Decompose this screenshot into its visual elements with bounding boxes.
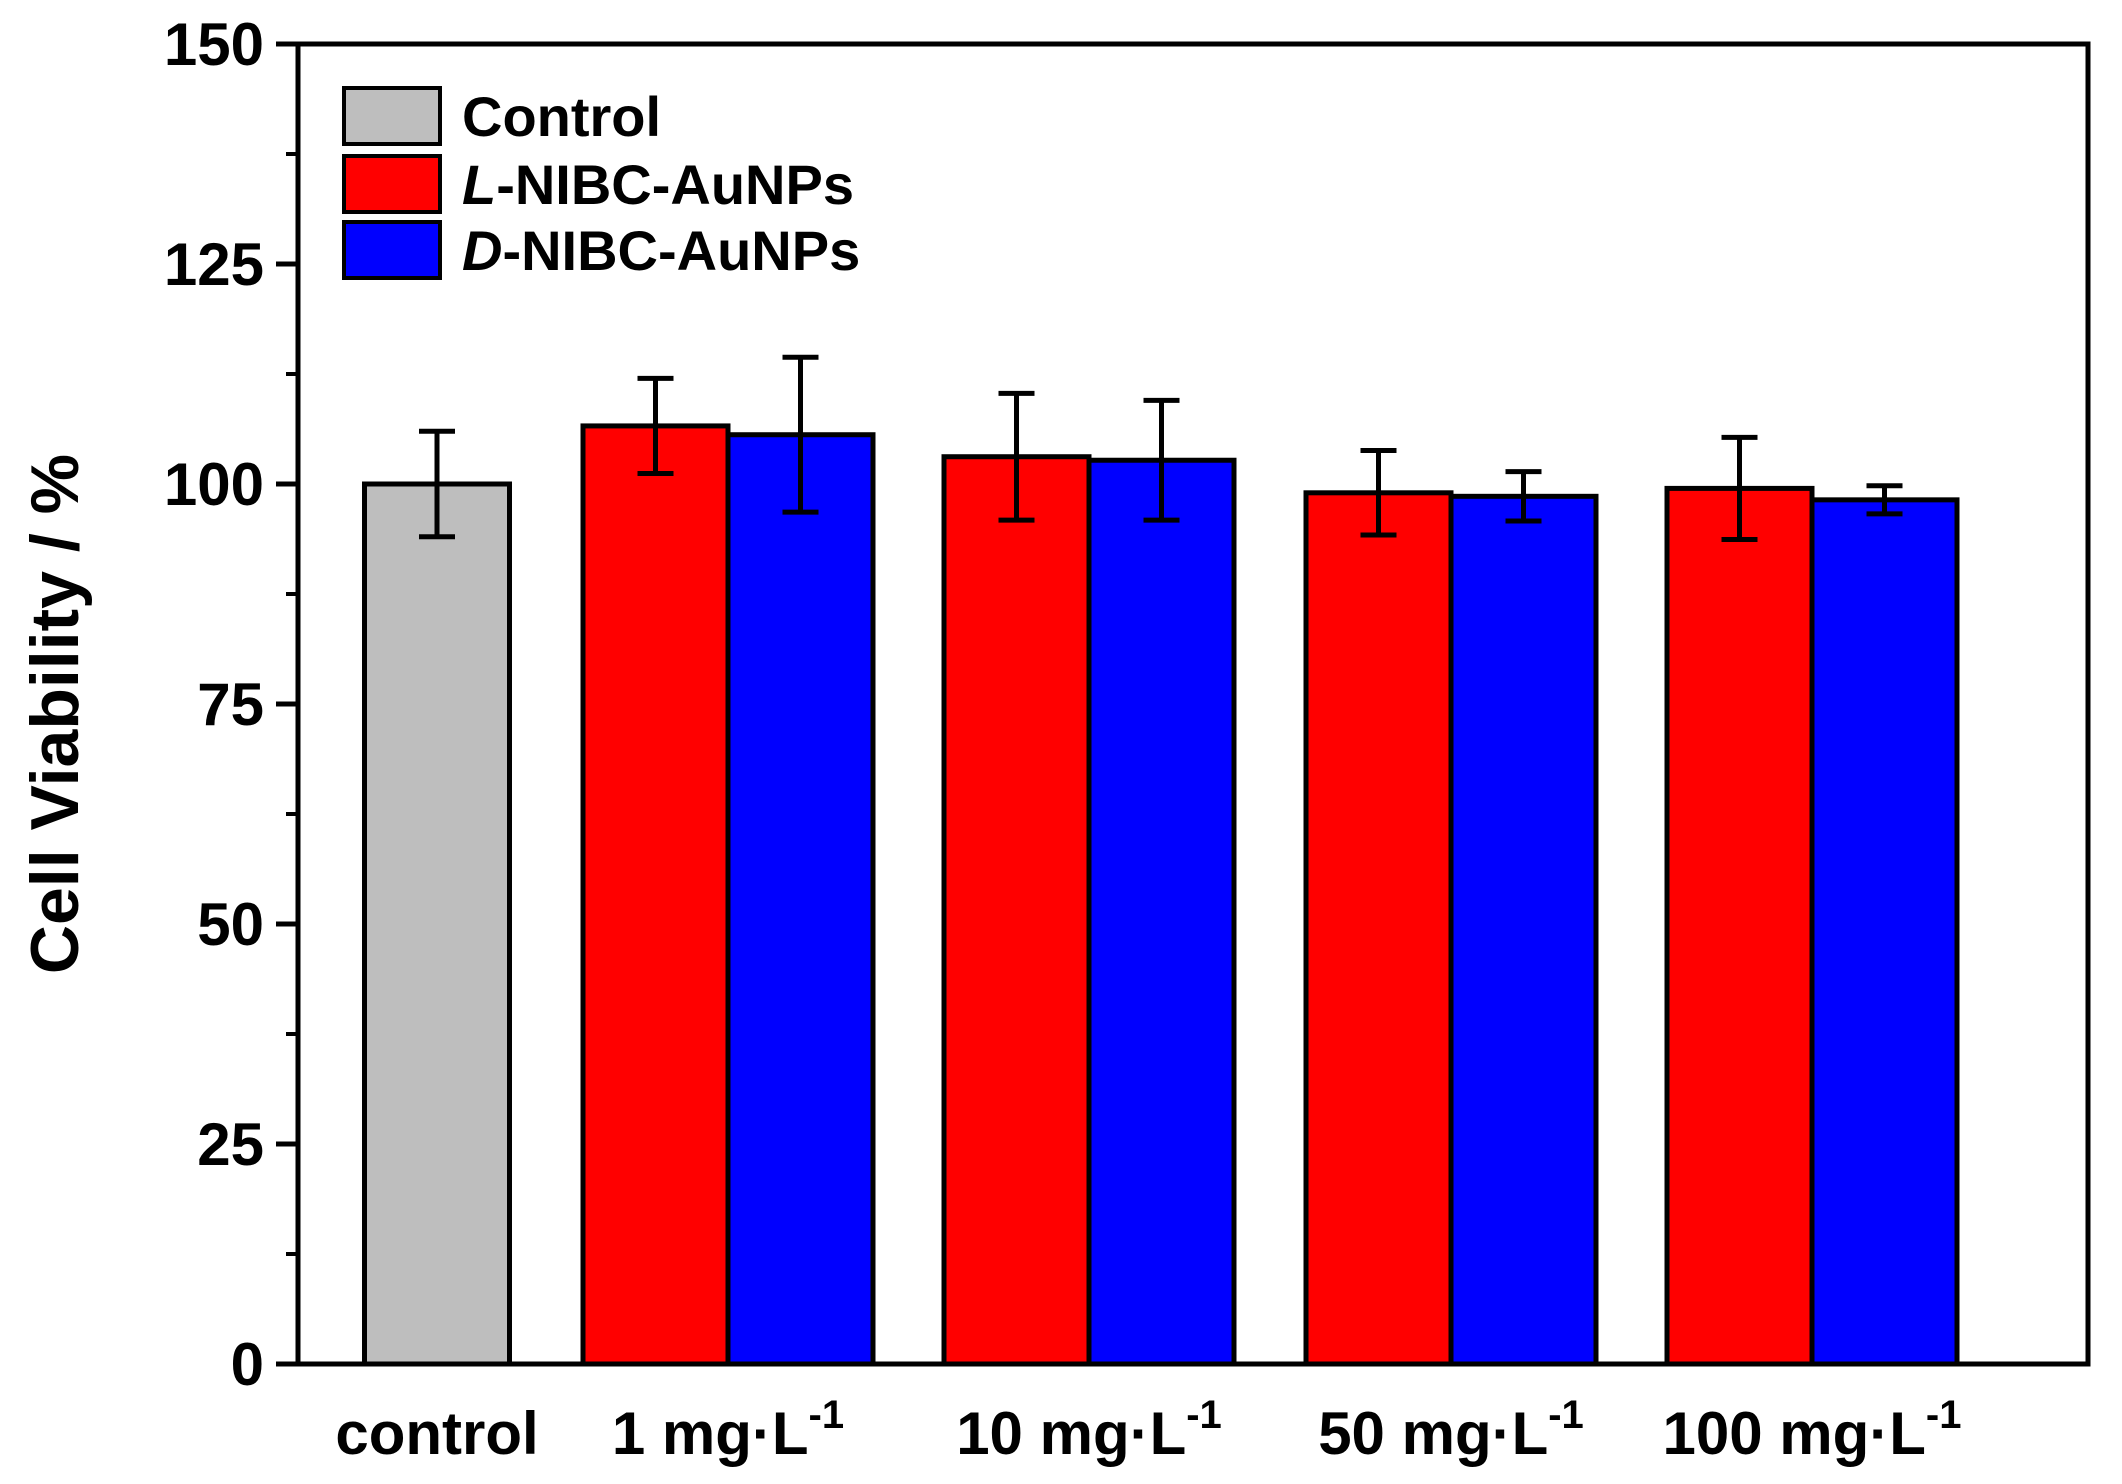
y-tick-label: 75: [197, 671, 264, 738]
x-axis: control 1 mg·L-1 10 mg·L-1 50 mg·L-1 100 mg·…: [335, 1393, 1961, 1467]
legend-swatch: [342, 220, 442, 280]
plot-content: [362, 354, 1960, 1367]
y-tick-label: 0: [231, 1331, 264, 1398]
y-axis: 0 25 50 75 100 125 150: [164, 11, 298, 1398]
legend-swatch: [342, 86, 442, 146]
x-tick-label: control: [335, 1400, 538, 1467]
y-tick-label: 150: [164, 11, 264, 78]
legend-swatch: [342, 154, 442, 214]
bar-D-NIBC-AuNPs-1 mg·L: [725, 432, 876, 1367]
bar-D-NIBC-AuNPs-10 mg·L: [1086, 457, 1237, 1367]
bar-D-NIBC-AuNPs-50 mg·L: [1448, 493, 1599, 1367]
legend-label: D-NIBC-AuNPs: [462, 219, 860, 282]
y-axis-label: Cell Viability / %: [17, 454, 93, 974]
bar-Control-control: [362, 481, 512, 1367]
bar-L-NIBC-AuNPs-10 mg·L: [941, 454, 1092, 1367]
bar-L-NIBC-AuNPs-1 mg·L: [580, 423, 731, 1367]
legend-label: L-NIBC-AuNPs: [462, 153, 854, 216]
y-tick-label: 25: [197, 1111, 264, 1178]
legend-label: Control: [462, 85, 661, 148]
y-tick-label: 125: [164, 231, 264, 298]
x-tick-label: 1 mg·L-1: [612, 1393, 844, 1467]
y-tick-label: 100: [164, 451, 264, 518]
x-tick-label: 100 mg·L-1: [1663, 1393, 1962, 1467]
x-tick-label: 50 mg·L-1: [1318, 1393, 1584, 1467]
bar-L-NIBC-AuNPs-100 mg·L: [1664, 485, 1815, 1367]
y-tick-label: 50: [197, 891, 264, 958]
bar-D-NIBC-AuNPs-100 mg·L: [1809, 497, 1960, 1367]
x-tick-label: 10 mg·L-1: [956, 1393, 1222, 1467]
bar-L-NIBC-AuNPs-50 mg·L: [1303, 490, 1454, 1367]
